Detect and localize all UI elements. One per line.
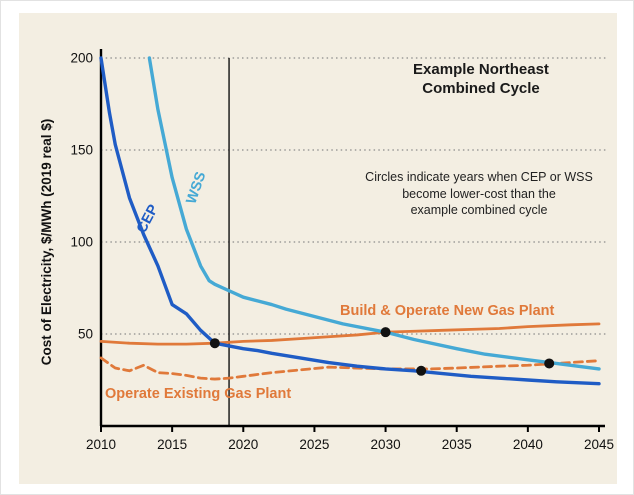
y-tick-label-200: 200 bbox=[70, 51, 93, 66]
chart-panel-background bbox=[19, 13, 617, 484]
series-line-wss bbox=[147, 56, 601, 371]
chart-heading: Example Northeast Combined Cycle bbox=[371, 61, 591, 99]
x-tick-label-2010: 2010 bbox=[86, 437, 116, 452]
y-tick-label-150: 150 bbox=[70, 143, 93, 158]
chart-heading-line1: Example Northeast bbox=[413, 61, 549, 78]
series-line-cep bbox=[99, 56, 601, 386]
x-tick-label-2045: 2045 bbox=[584, 437, 614, 452]
crossover-marker bbox=[544, 358, 555, 369]
series-line-build-operate-new-gas-plant bbox=[99, 322, 601, 346]
x-tick-label-2015: 2015 bbox=[157, 437, 187, 452]
crossover-marker bbox=[416, 365, 427, 376]
chart-heading-line2: Combined Cycle bbox=[422, 79, 540, 97]
chart-note: Circles indicate years when CEP or WSS b… bbox=[339, 169, 619, 219]
crossover-marker bbox=[380, 327, 391, 338]
y-axis-title: Cost of Electricity, $/MWh (2019 real $) bbox=[39, 118, 54, 366]
chart-note-line3: example combined cycle bbox=[410, 203, 548, 217]
chart-note-line2: become lower-cost than the bbox=[402, 186, 556, 201]
x-tick-label-2020: 2020 bbox=[228, 437, 258, 452]
x-tick-label-2030: 2030 bbox=[371, 437, 401, 452]
x-tick-label-2040: 2040 bbox=[513, 437, 543, 452]
x-tick-label-2025: 2025 bbox=[299, 437, 329, 452]
chart-note-line1: Circles indicate years when CEP or WSS bbox=[365, 170, 593, 184]
y-tick-label-100: 100 bbox=[70, 235, 93, 250]
crossover-marker bbox=[209, 338, 220, 349]
x-tick-label-2035: 2035 bbox=[442, 437, 472, 452]
series-line-operate-existing-gas-plant bbox=[99, 356, 601, 381]
new-gas-plant-series-label: Build & Operate New Gas Plant bbox=[340, 303, 555, 319]
existing-gas-plant-series-label: Operate Existing Gas Plant bbox=[105, 386, 292, 402]
y-tick-label-50: 50 bbox=[78, 327, 93, 342]
